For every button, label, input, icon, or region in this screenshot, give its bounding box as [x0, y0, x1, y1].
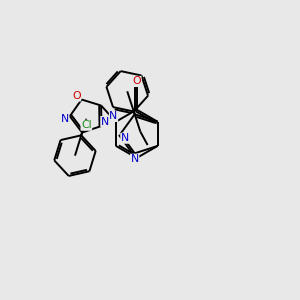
Text: N: N [60, 114, 69, 124]
Text: N: N [110, 111, 118, 122]
Text: O: O [132, 76, 141, 86]
Text: N: N [130, 154, 139, 164]
Text: Cl: Cl [81, 120, 92, 130]
Text: O: O [72, 91, 81, 101]
Text: N: N [121, 133, 129, 143]
Text: N: N [101, 117, 109, 127]
